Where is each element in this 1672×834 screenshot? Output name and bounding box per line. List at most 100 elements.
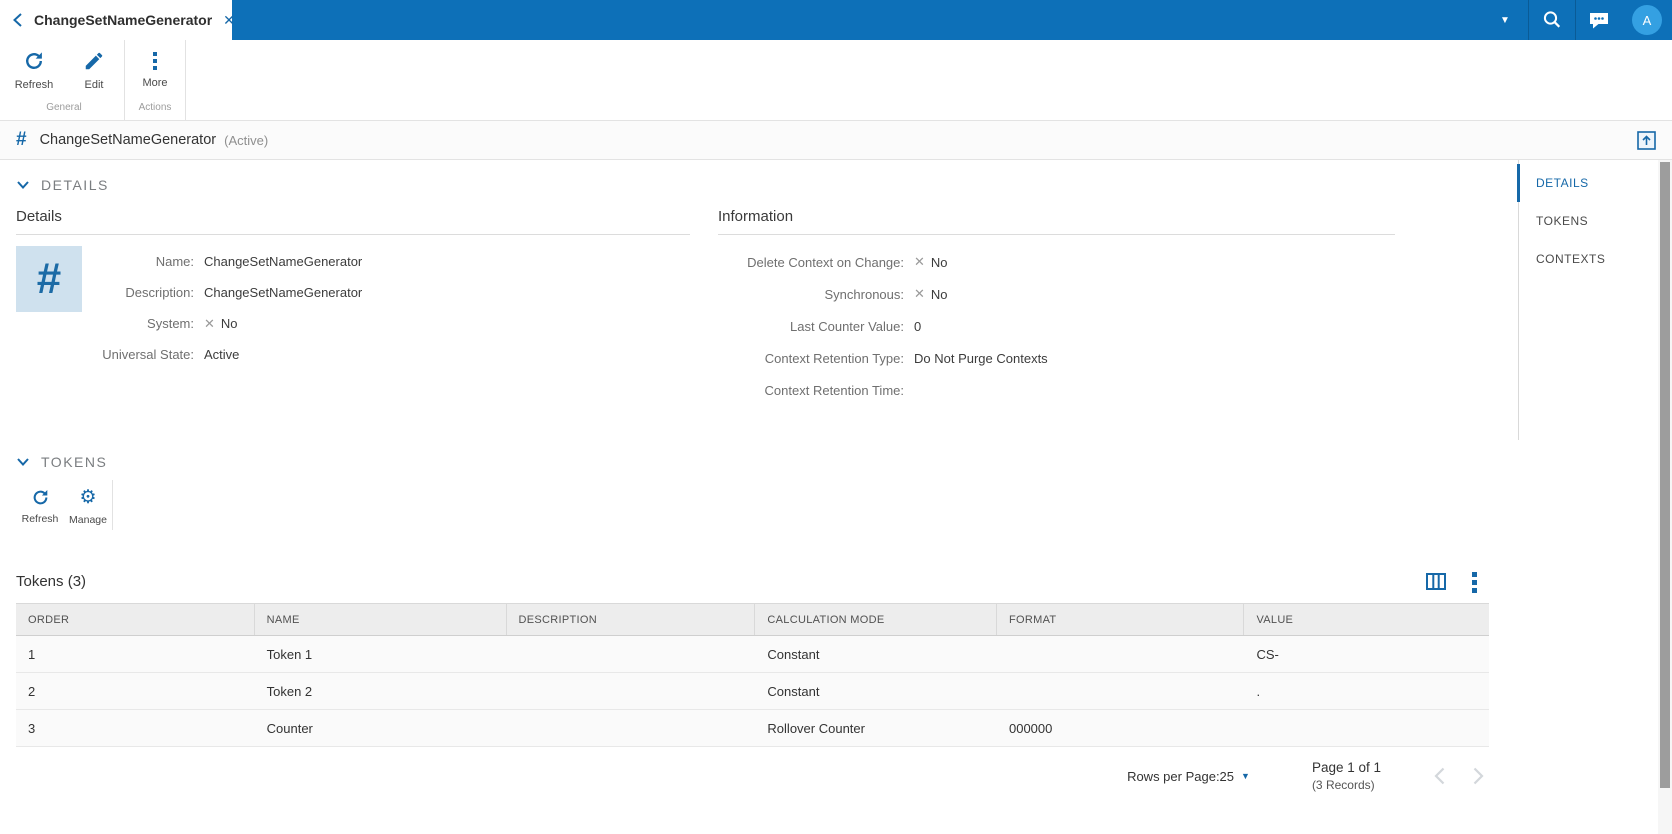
- top-bar: ▼ A: [0, 0, 1672, 40]
- vertical-scrollbar[interactable]: [1658, 160, 1672, 834]
- page-info: Page 1 of 1 (3 Records): [1312, 760, 1381, 792]
- details-section-header[interactable]: DETAILS: [16, 177, 1489, 193]
- pagination-bar: Rows per Page:25 ▼ Page 1 of 1 (3 Record…: [16, 760, 1489, 792]
- item-tab[interactable]: ChangeSetNameGenerator ✕: [0, 0, 235, 40]
- chevron-down-icon: [16, 457, 30, 467]
- refresh-icon: [23, 50, 45, 72]
- field-label: Context Retention Time:: [764, 382, 904, 398]
- user-avatar[interactable]: A: [1632, 5, 1662, 35]
- column-header-name[interactable]: NAME: [255, 604, 507, 635]
- popout-window-icon[interactable]: [1637, 130, 1656, 150]
- field-context-retention-time: Context Retention Time:: [718, 374, 1395, 406]
- field-label: Synchronous:: [824, 286, 905, 302]
- divider: [1575, 0, 1576, 40]
- field-last-counter-value: Last Counter Value: 0: [718, 310, 1395, 342]
- nav-label: CONTEXTS: [1536, 252, 1606, 266]
- field-universal-state: Universal State: Active: [82, 339, 690, 370]
- field-label: Last Counter Value:: [790, 318, 904, 334]
- back-chevron-icon[interactable]: [12, 12, 23, 28]
- rows-per-page-dropdown[interactable]: Rows per Page:25 ▼: [1127, 769, 1250, 784]
- tokens-table: ORDER NAME DESCRIPTION CALCULATION MODE …: [16, 603, 1489, 747]
- column-header-format[interactable]: FORMAT: [997, 604, 1245, 635]
- nav-item-tokens[interactable]: TOKENS: [1519, 202, 1658, 240]
- table-row[interactable]: 2 Token 2 Constant .: [16, 673, 1489, 710]
- cell-order: 1: [28, 646, 36, 662]
- cell-calculation-mode: Constant: [767, 683, 820, 699]
- table-row[interactable]: 1 Token 1 Constant CS-: [16, 636, 1489, 673]
- column-header-value[interactable]: VALUE: [1256, 613, 1294, 626]
- nav-item-contexts[interactable]: CONTEXTS: [1519, 240, 1658, 278]
- nav-item-details[interactable]: DETAILS: [1517, 164, 1658, 202]
- itemtype-hash-icon: #: [16, 129, 27, 150]
- item-header: # ChangeSetNameGenerator (Active): [0, 120, 1672, 160]
- page-count: Page 1 of 1: [1311, 760, 1381, 775]
- divider: [1528, 0, 1529, 40]
- chevron-down-icon: [16, 180, 30, 190]
- edit-button[interactable]: Edit: [64, 40, 124, 99]
- field-label: Context Retention Type:: [764, 350, 904, 366]
- cell-value: .: [1256, 683, 1261, 699]
- grid-menu-kebab-icon[interactable]: [1472, 570, 1477, 593]
- form-group-title: Details: [16, 208, 690, 235]
- cell-name: Token 1: [266, 646, 313, 662]
- messages-button[interactable]: [1576, 0, 1622, 40]
- field-synchronous: Synchronous: ✕ No: [718, 278, 1395, 310]
- cell-value: [1244, 710, 1489, 746]
- ribbon-group-label-actions: Actions: [138, 102, 172, 113]
- field-value: Active: [204, 347, 240, 362]
- cell-name: Counter: [266, 720, 313, 736]
- tokens-toolbar: Refresh ⚙ Manage: [16, 480, 1489, 530]
- cell-format: [997, 636, 1244, 672]
- cell-order: 3: [28, 720, 36, 736]
- cell-description: [507, 636, 756, 672]
- nav-label: TOKENS: [1536, 214, 1589, 228]
- field-value: No: [930, 286, 948, 302]
- item-state-badge: (Active): [224, 132, 269, 148]
- tokens-refresh-button[interactable]: Refresh: [16, 480, 64, 526]
- hash-image-glyph: #: [36, 254, 62, 303]
- next-page-icon[interactable]: [1472, 766, 1485, 786]
- tokens-section-header[interactable]: TOKENS: [16, 454, 1489, 470]
- field-label: Name:: [155, 254, 194, 269]
- search-button[interactable]: [1529, 0, 1575, 40]
- gear-icon: ⚙: [79, 487, 97, 508]
- table-row[interactable]: 3 Counter Rollover Counter 000000: [16, 710, 1489, 747]
- section-title: DETAILS: [41, 177, 109, 193]
- field-context-retention-type: Context Retention Type: Do Not Purge Con…: [718, 342, 1395, 374]
- scrollbar-thumb[interactable]: [1660, 162, 1670, 788]
- button-label: More: [142, 77, 168, 89]
- field-name: Name: ChangeSetNameGenerator: [82, 246, 690, 277]
- field-value: ChangeSetNameGenerator: [204, 254, 363, 269]
- button-label: Edit: [84, 79, 104, 91]
- pencil-icon: [83, 50, 105, 72]
- column-header-description[interactable]: DESCRIPTION: [507, 604, 756, 635]
- field-value: ChangeSetNameGenerator: [204, 285, 363, 300]
- avatar-initial: A: [1642, 12, 1652, 28]
- previous-page-icon[interactable]: [1433, 766, 1446, 786]
- tokens-manage-button[interactable]: ⚙ Manage: [64, 480, 112, 527]
- anchor-nav: DETAILS TOKENS CONTEXTS: [1517, 160, 1658, 440]
- refresh-button[interactable]: Refresh: [4, 40, 64, 99]
- rows-per-page-label: Rows per Page:25: [1127, 768, 1235, 784]
- cell-format: 000000: [1008, 720, 1053, 736]
- form-group-title: Information: [718, 208, 1395, 235]
- kebab-icon: [153, 50, 157, 70]
- close-tab-icon[interactable]: ✕: [223, 11, 235, 28]
- refresh-icon: [31, 488, 50, 507]
- cell-calculation-mode: Rollover Counter: [767, 720, 865, 736]
- column-header-calculation-mode[interactable]: CALCULATION MODE: [755, 604, 997, 635]
- x-mark-icon: ✕: [914, 254, 925, 269]
- columns-settings-icon[interactable]: [1426, 573, 1446, 590]
- field-label: Description:: [125, 285, 194, 300]
- item-image: #: [16, 246, 82, 312]
- table-header-row: ORDER NAME DESCRIPTION CALCULATION MODE …: [16, 603, 1489, 636]
- chevron-down-icon: ▼: [1241, 771, 1250, 781]
- cell-description: [507, 673, 756, 709]
- more-button[interactable]: More: [125, 40, 185, 99]
- field-description: Description: ChangeSetNameGenerator: [82, 277, 690, 308]
- tabs-overflow-dropdown[interactable]: ▼: [1482, 0, 1528, 40]
- column-header-order[interactable]: ORDER: [16, 604, 255, 635]
- ribbon-group-label-general: General: [46, 102, 82, 113]
- item-title: ChangeSetNameGenerator: [39, 132, 217, 148]
- chevron-down-icon: ▼: [1500, 14, 1510, 26]
